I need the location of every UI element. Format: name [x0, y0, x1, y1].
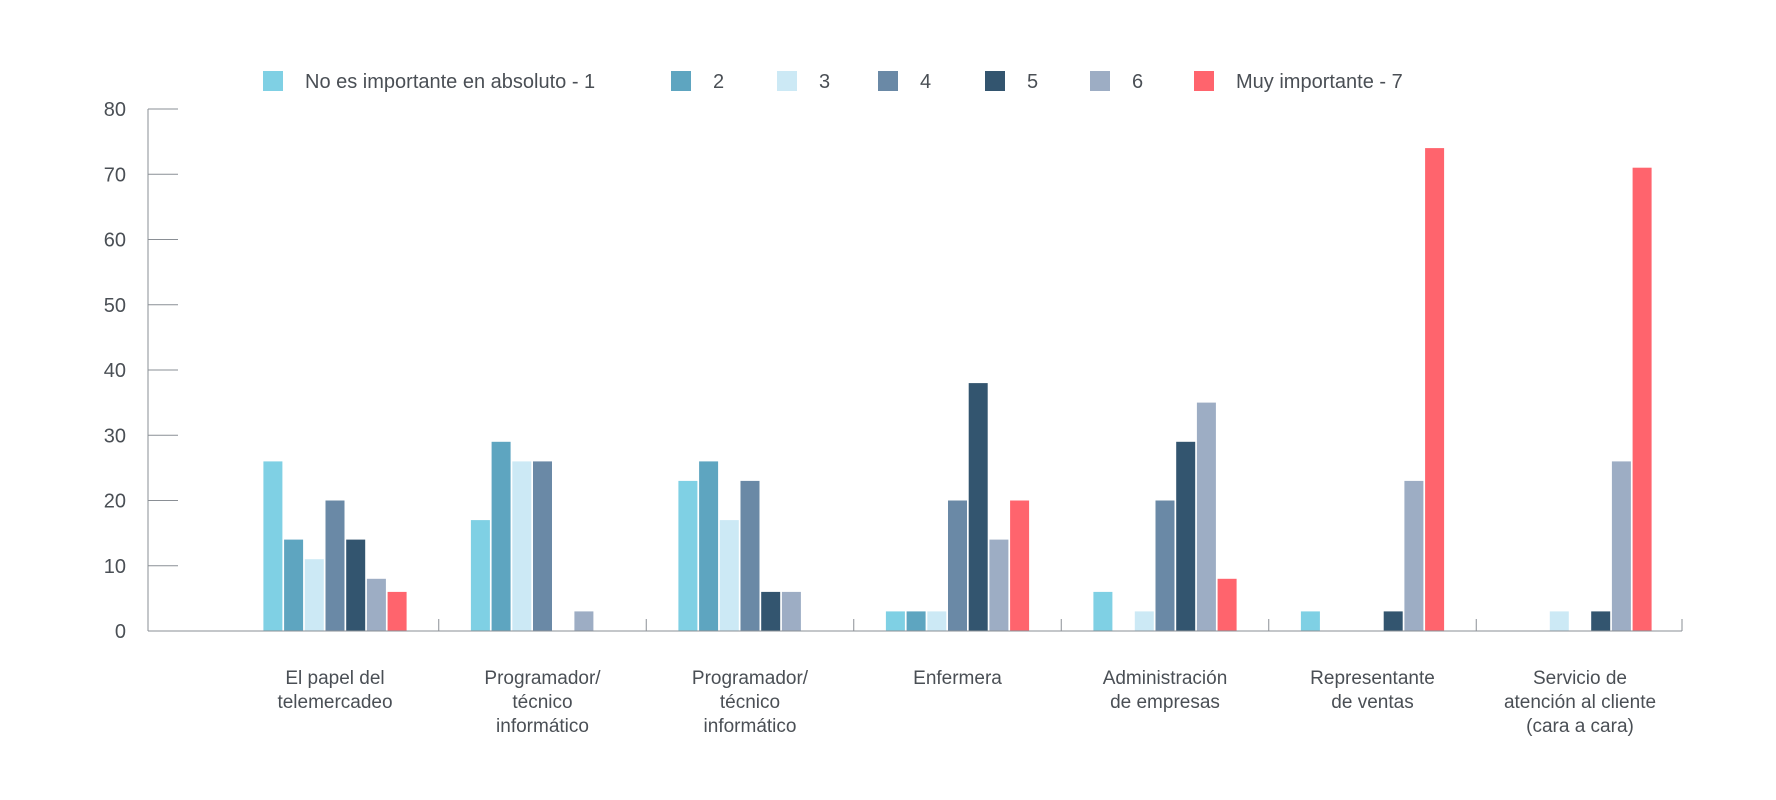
bar: [1632, 167, 1652, 631]
category-label-line: técnico: [512, 692, 572, 713]
legend-swatch: [263, 71, 283, 91]
bar: [1383, 611, 1403, 631]
bar: [781, 591, 801, 631]
bar: [678, 480, 698, 631]
legend-swatch: [985, 71, 1005, 91]
y-tick-label: 30: [104, 425, 126, 447]
bar: [470, 520, 490, 631]
legend-label: 5: [1027, 71, 1038, 93]
bar: [533, 461, 552, 631]
bar: [948, 500, 967, 631]
y-tick-label: 80: [104, 99, 126, 121]
category-label-line: atención al cliente: [1504, 692, 1656, 713]
legend-label: 2: [713, 71, 724, 93]
y-tick-label: 70: [104, 164, 126, 186]
bar: [1155, 500, 1175, 631]
bar: [761, 591, 781, 631]
category-label: El papel del telemercadeo: [277, 668, 392, 713]
category-label-line: Enfermera: [913, 668, 1002, 689]
category-label: Programador/técnico informático: [484, 668, 601, 737]
y-tick-label: 0: [115, 621, 126, 643]
legend-label: Muy importante - 7: [1236, 71, 1403, 93]
legend-swatch: [878, 71, 898, 91]
y-tick-label: 40: [104, 360, 126, 382]
bar: [574, 611, 594, 631]
bar: [387, 591, 407, 631]
bar: [906, 611, 926, 631]
bar: [1217, 578, 1237, 631]
bar: [284, 539, 304, 631]
bar: [927, 611, 947, 631]
bar: [719, 520, 739, 631]
bar: [699, 461, 719, 631]
legend: No es importante en absoluto - 1 2 3 4 5 6 Muy…: [263, 71, 1403, 93]
category-label-line: informático: [496, 716, 589, 737]
legend-swatch: [777, 71, 797, 91]
legend-label: 6: [1132, 71, 1143, 93]
bar: [304, 559, 324, 631]
category-label: Administración de empresas: [1103, 668, 1228, 713]
bar: [512, 461, 532, 631]
category-label: Servicio de atención al cliente (cara a ca…: [1504, 668, 1656, 737]
bar: [1010, 500, 1030, 631]
bar: [1093, 591, 1113, 631]
category-label-line: Programador/: [692, 668, 809, 689]
y-tick-label: 10: [104, 556, 126, 578]
legend-label: 3: [819, 71, 830, 93]
bar: [740, 480, 760, 631]
bar: [1591, 611, 1611, 631]
y-tick-label: 20: [104, 491, 126, 513]
legend-swatch: [1194, 71, 1214, 91]
legend-label: 4: [920, 71, 931, 93]
bar: [1425, 148, 1445, 631]
bar: [263, 461, 283, 631]
category-label-line: (cara a cara): [1526, 716, 1634, 737]
bar: [1404, 480, 1424, 631]
y-axis: 0 10 20 30 40 50 60 70 80: [104, 99, 178, 643]
y-tick-label: 60: [104, 230, 126, 252]
category-label-line: técnico: [720, 692, 780, 713]
bar: [366, 578, 386, 631]
category-label: Enfermera: [913, 668, 1002, 689]
category-label-line: El papel del: [285, 668, 384, 689]
bar: [885, 611, 905, 631]
category-label-line: de empresas: [1110, 692, 1220, 713]
bar: [346, 539, 366, 631]
category-label: Programador/técnico informático: [692, 668, 809, 737]
legend-label: No es importante en absoluto - 1: [305, 71, 595, 93]
legend-swatch: [1090, 71, 1110, 91]
bar: [1176, 441, 1196, 631]
bar: [491, 441, 511, 631]
bar: [968, 383, 988, 631]
category-label-line: Servicio de: [1533, 668, 1627, 689]
bar: [989, 539, 1009, 631]
legend-swatch: [671, 71, 691, 91]
x-axis: El papel del telemercadeo Programador/técn…: [148, 619, 1683, 737]
category-label-line: Administración: [1103, 668, 1228, 689]
bar: [1549, 611, 1569, 631]
bar: [1300, 611, 1320, 631]
category-label-line: informático: [704, 716, 797, 737]
bar: [325, 500, 345, 631]
bar: [1196, 402, 1216, 631]
category-label-line: de ventas: [1331, 692, 1413, 713]
category-label-line: Programador/: [484, 668, 601, 689]
bars-group: [263, 148, 1652, 631]
category-label-line: Representante: [1310, 668, 1435, 689]
category-label: Representante de ventas: [1310, 668, 1435, 713]
y-tick-label: 50: [104, 295, 126, 317]
bar: [1134, 611, 1154, 631]
category-label-line: telemercadeo: [277, 692, 392, 713]
bar: [1611, 461, 1631, 631]
